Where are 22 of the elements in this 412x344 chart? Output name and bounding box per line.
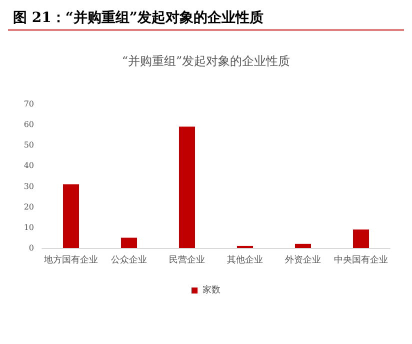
x-tick-label: 民营企业 xyxy=(169,254,205,266)
legend-label: 家数 xyxy=(202,284,220,296)
y-tick-label: 40 xyxy=(24,161,34,170)
chart-title: 图 21：“并购重组”发起对象的企业性质 xyxy=(13,9,264,26)
y-tick-label: 50 xyxy=(24,140,34,150)
y-tick-label: 20 xyxy=(24,202,34,212)
x-tick-label: 外资企业 xyxy=(285,254,321,266)
bar xyxy=(121,238,137,248)
bar xyxy=(179,126,195,248)
bar xyxy=(63,184,79,248)
x-tick-label: 公众企业 xyxy=(111,254,147,266)
bar xyxy=(295,244,311,248)
y-tick-label: 30 xyxy=(24,182,34,191)
x-tick-label: 地方国有企业 xyxy=(43,254,98,266)
x-tick-label: 中央国有企业 xyxy=(334,254,388,266)
y-tick-label: 10 xyxy=(24,222,34,232)
y-tick-label: 70 xyxy=(24,100,34,108)
chart-subtitle: “并购重组”发起对象的企业性质 xyxy=(122,54,290,68)
y-tick-label: 0 xyxy=(28,244,34,252)
bar xyxy=(353,229,369,248)
x-tick-label: 其他企业 xyxy=(227,254,263,266)
y-tick-label: 60 xyxy=(24,120,34,130)
